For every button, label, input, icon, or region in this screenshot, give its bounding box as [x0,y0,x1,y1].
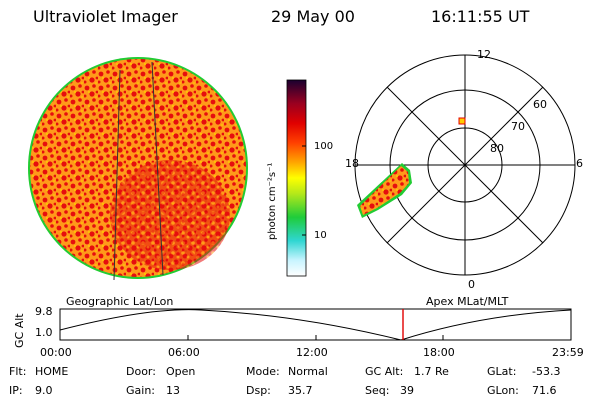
status-mode-label: Mode: [246,365,280,378]
altitude-axis-label: GC Alt [13,313,26,348]
time-tick-1200: 12:00 [296,346,328,359]
status-seq-label: Seq: [365,384,390,397]
time-tick-0000: 00:00 [40,346,72,359]
status-ip-label: IP: [9,384,23,397]
altitude-timeline [59,308,572,341]
status-mode-value: Normal [288,365,328,378]
altitude-tick-high: 9.8 [35,305,53,318]
status-seq-value: 39 [400,384,414,397]
status-door-value: Open [166,365,196,378]
earth-disk-image [28,57,248,281]
observation-date: 29 May 00 [271,7,355,26]
status-gain-label: Gain: [126,384,155,397]
status-dsp-value: 35.7 [288,384,313,397]
mlat-label-60: 60 [533,98,547,111]
colorbar-tick-100: 100 [314,141,334,152]
mlt-label-12: 12 [477,48,491,61]
mlat-label-80: 80 [490,142,504,155]
status-flt-label: Flt: [9,365,27,378]
status-glon-value: 71.6 [532,384,557,397]
instrument-title: Ultraviolet Imager [33,7,178,26]
polar-plot [354,54,576,276]
time-tick-0600: 06:00 [168,346,200,359]
mlat-label-70: 70 [511,120,525,133]
status-dsp-label: Dsp: [246,384,271,397]
status-door-label: Door: [126,365,156,378]
status-gain-value: 13 [166,384,180,397]
status-glat-label: GLat: [487,365,517,378]
time-tick-2359: 23:59 [552,346,584,359]
altitude-tick-low: 1.0 [35,326,53,339]
status-ip-value: 9.0 [35,384,53,397]
colorbar-tick-10: 10 [314,230,327,241]
status-gcalt-value: 1.7 Re [414,365,449,378]
mlt-label-0: 0 [468,278,475,291]
status-gcalt-label: GC Alt: [365,365,404,378]
status-glon-label: GLon: [487,384,519,397]
observation-time: 16:11:55 UT [431,7,530,26]
mlt-label-18: 18 [345,157,359,170]
status-flt-value: HOME [35,365,69,378]
geographic-title: Geographic Lat/Lon [66,295,174,308]
colorbar-unit-label: photon cm⁻²s⁻¹ [267,162,278,240]
time-tick-1800: 18:00 [423,346,455,359]
apex-title: Apex MLat/MLT [426,295,509,308]
status-glat-value: -53.3 [532,365,561,378]
color-bar [286,79,307,277]
mlt-label-6: 6 [576,157,583,170]
